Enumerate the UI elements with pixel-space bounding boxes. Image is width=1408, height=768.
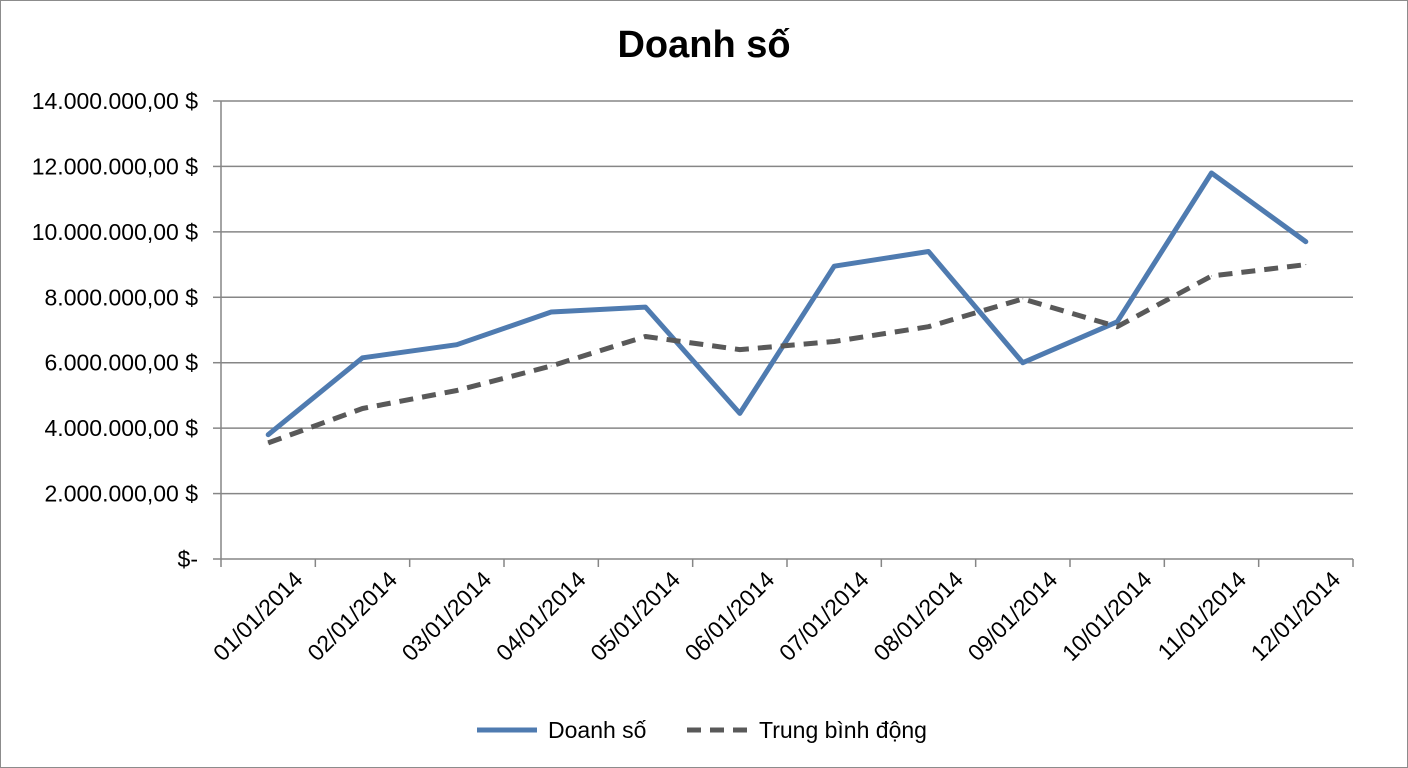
y-axis-ticks: $- 2.000.000,00 $ 4.000.000,00 $ 6.000.000,…	[32, 88, 198, 572]
data-point	[362, 357, 363, 359]
data-point	[550, 365, 552, 367]
x-tick-label: 02/01/2014	[302, 566, 402, 666]
series-line-1	[265, 170, 1309, 438]
data-point	[1116, 321, 1118, 323]
data-point	[1116, 326, 1118, 328]
legend-label-2: Trung bình động	[759, 717, 927, 743]
data-point	[833, 265, 835, 267]
x-axis-ticks: 01/01/201402/01/201403/01/201404/01/2014…	[208, 566, 1346, 666]
data-point	[362, 408, 363, 410]
data-point	[456, 344, 458, 346]
data-point	[1022, 362, 1024, 364]
legend: Doanh số Trung bình động	[477, 717, 927, 743]
data-point	[739, 349, 741, 351]
data-point	[1211, 275, 1212, 277]
data-point	[645, 336, 646, 338]
data-point	[1022, 298, 1024, 300]
x-tick-label: 09/01/2014	[963, 566, 1063, 666]
legend-label-1: Doanh số	[548, 717, 647, 743]
x-tick-label: 03/01/2014	[397, 566, 497, 666]
data-point	[1305, 241, 1307, 243]
chart-title: Doanh số	[617, 24, 790, 66]
series-lines	[265, 170, 1309, 446]
x-tick-label: 06/01/2014	[680, 566, 780, 666]
x-tick-label: 08/01/2014	[868, 566, 968, 666]
y-tick-label: $-	[178, 546, 198, 572]
x-tick-label: 01/01/2014	[208, 566, 308, 666]
x-tick-label: 11/01/2014	[1152, 566, 1251, 665]
data-point	[1305, 264, 1307, 266]
data-point	[267, 442, 269, 444]
y-tick-label: 10.000.000,00 $	[32, 219, 198, 245]
data-point	[1211, 172, 1212, 174]
data-point	[267, 434, 269, 436]
data-point	[739, 412, 741, 414]
data-point	[833, 340, 835, 342]
x-tick-label: 05/01/2014	[585, 566, 685, 666]
data-point	[928, 326, 929, 328]
data-point	[550, 311, 552, 313]
series-line-2	[267, 262, 1307, 446]
y-tick-label: 12.000.000,00 $	[32, 153, 198, 179]
y-tick-label: 14.000.000,00 $	[32, 88, 198, 114]
data-point	[928, 250, 929, 252]
grid	[221, 100, 1353, 495]
x-tick-label: 07/01/2014	[774, 566, 874, 666]
y-tick-label: 4.000.000,00 $	[45, 415, 199, 441]
y-tick-label: 6.000.000,00 $	[45, 350, 199, 376]
data-point	[645, 306, 646, 308]
x-tick-label: 12/01/2014	[1246, 566, 1346, 666]
y-tick-label: 2.000.000,00 $	[45, 481, 199, 507]
axes	[213, 100, 1354, 567]
data-point	[456, 390, 458, 392]
y-tick-label: 8.000.000,00 $	[45, 284, 199, 310]
x-tick-label: 10/01/2014	[1057, 566, 1157, 666]
x-tick-label: 04/01/2014	[491, 566, 591, 666]
